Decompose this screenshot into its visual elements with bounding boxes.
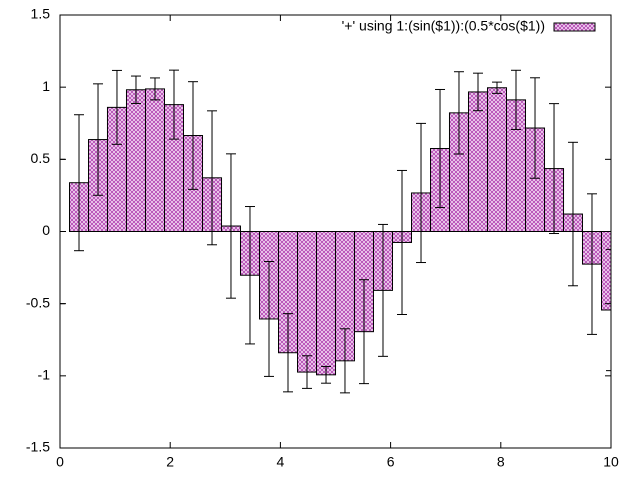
x-tick-label: 2 <box>166 454 174 470</box>
y-tick-label: 0 <box>42 222 50 238</box>
error-bar <box>207 110 218 246</box>
error-bar <box>321 365 332 384</box>
error-bar <box>358 279 369 385</box>
error-bar <box>111 69 122 145</box>
bar <box>601 231 611 311</box>
bar <box>486 87 507 232</box>
error-bar <box>530 77 541 179</box>
error-bar <box>377 223 388 357</box>
x-tick-label: 10 <box>603 454 619 470</box>
error-bar <box>188 81 199 190</box>
x-tick-label: 8 <box>497 454 505 470</box>
y-tick-label: 0.5 <box>31 150 51 166</box>
error-bar <box>339 328 350 394</box>
x-tick-label: 4 <box>277 454 285 470</box>
error-bar <box>169 69 180 140</box>
error-bar <box>302 355 313 389</box>
error-bar <box>93 83 104 196</box>
error-bar <box>244 206 255 345</box>
error-bar <box>511 69 522 130</box>
error-bar <box>416 122 427 264</box>
bar <box>316 231 337 376</box>
error-bar <box>149 77 160 101</box>
error-bar <box>567 141 578 287</box>
x-tick-label: 6 <box>387 454 395 470</box>
error-bar <box>263 261 274 377</box>
y-tick-label: -1 <box>38 367 51 383</box>
bar <box>125 89 146 232</box>
error-bar <box>225 153 236 299</box>
error-bar <box>549 103 560 235</box>
error-bar <box>74 114 85 252</box>
error-bar <box>283 313 294 393</box>
y-tick-label: -1.5 <box>26 439 50 455</box>
error-bar <box>606 248 611 372</box>
bar <box>467 91 488 232</box>
y-tick-label: 1.5 <box>31 6 51 22</box>
bar <box>144 88 165 232</box>
error-bar <box>453 71 464 155</box>
error-bar <box>397 169 408 315</box>
error-bar <box>435 88 446 209</box>
error-bar <box>491 81 502 94</box>
bar <box>297 231 318 373</box>
error-bar <box>472 72 483 112</box>
y-tick-label: -0.5 <box>26 294 50 310</box>
error-bar <box>586 193 597 335</box>
y-tick-label: 1 <box>42 78 50 94</box>
legend-label: '+' using 1:(sin($1)):(0.5*cos($1)) <box>342 18 545 34</box>
x-tick-label: 0 <box>56 454 64 470</box>
error-bar <box>130 75 141 104</box>
legend-swatch <box>553 22 596 32</box>
